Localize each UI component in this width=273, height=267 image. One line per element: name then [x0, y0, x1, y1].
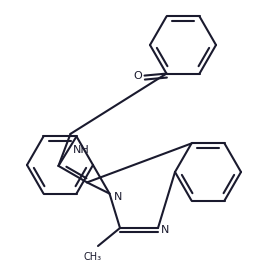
Text: CH₃: CH₃ — [84, 252, 102, 262]
Text: N: N — [161, 225, 169, 235]
Text: N: N — [114, 192, 122, 202]
Text: NH: NH — [72, 145, 89, 155]
Text: O: O — [133, 70, 142, 81]
